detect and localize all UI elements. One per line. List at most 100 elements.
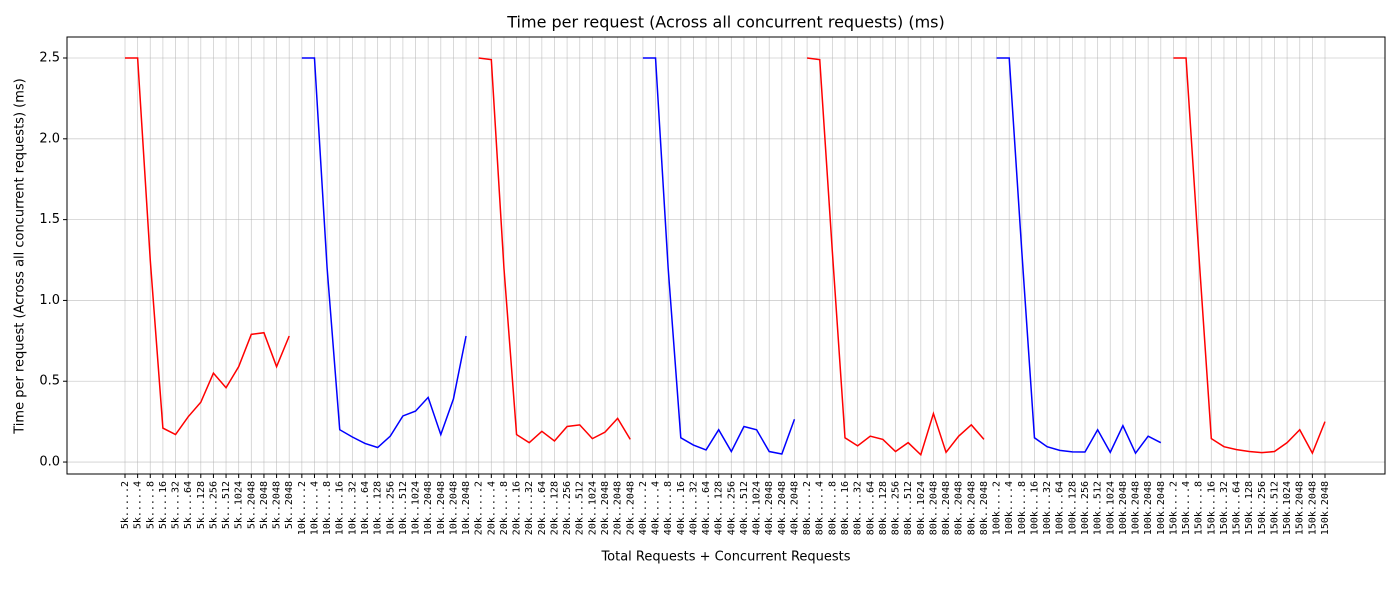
x-tick-label: 80k..2048 — [954, 481, 965, 535]
x-tick-label: 40k..2048 — [777, 481, 788, 535]
x-tick-label: 80k...512 — [903, 481, 914, 535]
y-axis-label: Time per request (Across all concurrent … — [13, 78, 28, 434]
x-tick-label: 40k.....8 — [663, 481, 674, 535]
x-tick-label: 100k.2048 — [1118, 481, 1129, 535]
x-tick-label: 20k....32 — [524, 481, 535, 535]
x-tick-label: 10k..1024 — [411, 481, 422, 535]
x-tick-label: 5k....32 — [171, 481, 182, 529]
x-axis-label: Total Requests + Concurrent Requests — [600, 550, 850, 565]
x-tick-label: 10k.....4 — [309, 481, 320, 535]
x-tick-label: 5k.....2 — [120, 481, 131, 529]
x-tick-label: 80k.....8 — [827, 481, 838, 535]
x-tick-label: 20k...128 — [549, 481, 560, 535]
x-tick-label: 100k..512 — [1093, 481, 1104, 535]
x-tick-label: 5k.....8 — [145, 481, 156, 529]
x-tick-label: 5k..2048 — [246, 481, 257, 529]
x-tick-label: 40k.....4 — [651, 481, 662, 535]
x-tick-label: 5k..1024 — [234, 481, 245, 529]
x-tick-label: 5k..2048 — [259, 481, 270, 529]
x-tick-label: 80k..2048 — [941, 481, 952, 535]
x-tick-label: 80k.....4 — [815, 481, 826, 535]
line-series — [301, 57, 1162, 455]
x-tick-label: 150k..128 — [1244, 481, 1255, 535]
x-tick-label: 10k...512 — [398, 481, 409, 535]
y-tick-label: 0.0 — [39, 455, 60, 470]
x-tick-label: 20k.....8 — [499, 481, 510, 535]
x-tick-label: 10k..2048 — [423, 481, 434, 535]
x-tick-label: 150k...32 — [1219, 481, 1230, 535]
x-tick-label: 10k..2048 — [461, 481, 472, 535]
x-tick-label: 10k.....2 — [297, 481, 308, 535]
x-tick-label: 100k.2048 — [1143, 481, 1154, 535]
x-tick-label: 20k..2048 — [625, 481, 636, 535]
x-tick-label: 40k....16 — [676, 481, 687, 535]
x-tick-label: 40k..1024 — [752, 481, 763, 535]
x-tick-label: 5k.....4 — [133, 481, 144, 529]
x-tick-label: 40k....64 — [701, 481, 712, 535]
x-tick-label: 20k...512 — [575, 481, 586, 535]
x-tick-label: 100k..256 — [1080, 481, 1091, 535]
x-tick-label: 20k....16 — [512, 481, 523, 535]
x-tick-label: 5k...512 — [221, 481, 232, 529]
y-tick-label: 1.5 — [39, 212, 60, 227]
x-tick-label: 20k..1024 — [587, 481, 598, 535]
x-tick-label: 100k.2048 — [1156, 481, 1167, 535]
x-tick-label: 5k...128 — [196, 481, 207, 529]
x-tick-label: 100k....2 — [992, 481, 1003, 535]
x-tick-label: 40k...512 — [739, 481, 750, 535]
x-tick-label: 40k..2048 — [764, 481, 775, 535]
x-tick-label: 10k...128 — [373, 481, 384, 535]
x-tick-label: 80k...128 — [878, 481, 889, 535]
x-tick-label: 80k..2048 — [928, 481, 939, 535]
x-tick-label: 150k.2048 — [1320, 481, 1331, 535]
x-tick-label: 5k..2048 — [272, 481, 283, 529]
chart-title: Time per request (Across all concurrent … — [506, 13, 945, 32]
x-tick-label: 150k....8 — [1194, 481, 1205, 535]
x-tick-label: 10k....32 — [347, 481, 358, 535]
x-tick-label: 10k....64 — [360, 481, 371, 535]
x-tick-label: 80k..2048 — [979, 481, 990, 535]
x-tick-label: 150k..512 — [1269, 481, 1280, 535]
x-tick-label: 150k...64 — [1232, 481, 1243, 535]
x-tick-label: 20k...256 — [562, 481, 573, 535]
x-tick-label: 10k.....8 — [322, 481, 333, 535]
x-tick-label: 5k....16 — [158, 481, 169, 529]
x-tick-label: 20k..2048 — [613, 481, 624, 535]
x-tick-label: 40k.....2 — [638, 481, 649, 535]
x-tick-label: 80k....64 — [865, 481, 876, 535]
x-tick-label: 80k.....2 — [802, 481, 813, 535]
y-tick-label: 2.0 — [39, 131, 60, 146]
x-tick-label: 100k.1024 — [1105, 481, 1116, 535]
x-tick-label: 150k.2048 — [1295, 481, 1306, 535]
x-tick-label: 100k....4 — [1004, 481, 1015, 535]
x-tick-label: 150k...16 — [1206, 481, 1217, 535]
x-tick-label: 150k....4 — [1181, 481, 1192, 535]
x-tick-label: 5k...256 — [208, 481, 219, 529]
x-tick-label: 20k..2048 — [600, 481, 611, 535]
x-tick-label: 20k....64 — [537, 481, 548, 535]
x-tick-label: 150k....2 — [1168, 481, 1179, 535]
x-tick-label: 10k..2048 — [436, 481, 447, 535]
y-tick-label: 1.0 — [39, 293, 60, 308]
x-tick-label: 100k...32 — [1042, 481, 1053, 535]
x-tick-label: 150k..256 — [1257, 481, 1268, 535]
x-tick-label: 40k..2048 — [789, 481, 800, 535]
x-tick-label: 80k..2048 — [966, 481, 977, 535]
x-tick-label: 40k....32 — [688, 481, 699, 535]
x-tick-label: 40k...128 — [714, 481, 725, 535]
x-tick-label: 5k....64 — [183, 481, 194, 529]
x-tick-label: 100k...64 — [1055, 481, 1066, 535]
x-tick-label: 10k....16 — [335, 481, 346, 535]
x-tick-label: 100k....8 — [1017, 481, 1028, 535]
x-tick-label: 80k....32 — [853, 481, 864, 535]
line-series — [125, 57, 1326, 457]
x-tick-label: 20k.....2 — [474, 481, 485, 535]
x-tick-label: 80k....16 — [840, 481, 851, 535]
x-tick-label: 10k..2048 — [448, 481, 459, 535]
x-tick-label: 80k...256 — [891, 481, 902, 535]
x-tick-label: 100k.2048 — [1131, 481, 1142, 535]
x-tick-label: 20k.....4 — [486, 481, 497, 535]
x-tick-label: 100k..128 — [1067, 481, 1078, 535]
x-tick-label: 10k...256 — [385, 481, 396, 535]
